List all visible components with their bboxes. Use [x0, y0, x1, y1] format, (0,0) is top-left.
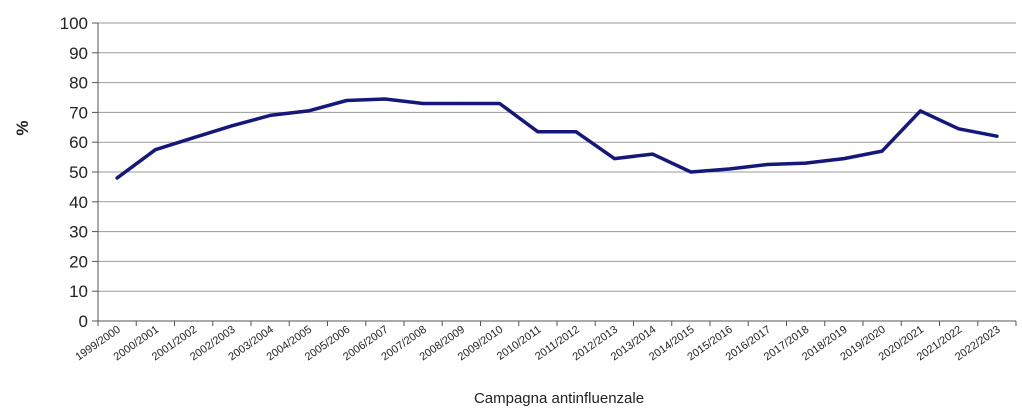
- data-point: [268, 113, 272, 117]
- data-point: [153, 148, 157, 152]
- data-point: [536, 130, 540, 134]
- data-point: [804, 161, 808, 165]
- y-tick-label: 50: [69, 163, 88, 182]
- data-point: [383, 97, 387, 101]
- y-tick-label: 30: [69, 223, 88, 242]
- y-tick-label: 40: [69, 193, 88, 212]
- data-point: [192, 136, 196, 140]
- data-point: [345, 98, 349, 102]
- y-tick-label: 10: [69, 282, 88, 301]
- data-point: [651, 152, 655, 156]
- data-point: [230, 124, 234, 128]
- y-tick-label: 60: [69, 133, 88, 152]
- y-axis-title: %: [13, 120, 32, 135]
- data-point: [918, 109, 922, 113]
- data-point: [498, 101, 502, 105]
- data-point: [459, 101, 463, 105]
- data-point: [842, 157, 846, 161]
- grid-layer: [98, 22, 1016, 292]
- y-tick-label: 70: [69, 103, 88, 122]
- data-point: [689, 170, 693, 174]
- data-point: [115, 176, 119, 180]
- data-point: [574, 130, 578, 134]
- data-point: [995, 134, 999, 138]
- data-point: [765, 163, 769, 167]
- series-layer: [115, 97, 999, 180]
- series-line: [115, 97, 999, 180]
- data-point: [306, 109, 310, 113]
- data-point: [957, 127, 961, 131]
- axes-layer: [92, 22, 1017, 326]
- labels-layer: 01020304050607080901001999/20002000/2001…: [60, 14, 1003, 363]
- y-tick-label: 90: [69, 44, 88, 63]
- data-point: [612, 157, 616, 161]
- data-point: [727, 167, 731, 171]
- x-axis-title: Campagna antinfluenzale: [474, 390, 644, 407]
- data-point: [880, 149, 884, 153]
- y-tick-label: 20: [69, 252, 88, 271]
- y-tick-label: 0: [79, 312, 88, 331]
- y-tick-label: 80: [69, 74, 88, 93]
- data-point: [421, 101, 425, 105]
- y-tick-label: 100: [60, 14, 88, 33]
